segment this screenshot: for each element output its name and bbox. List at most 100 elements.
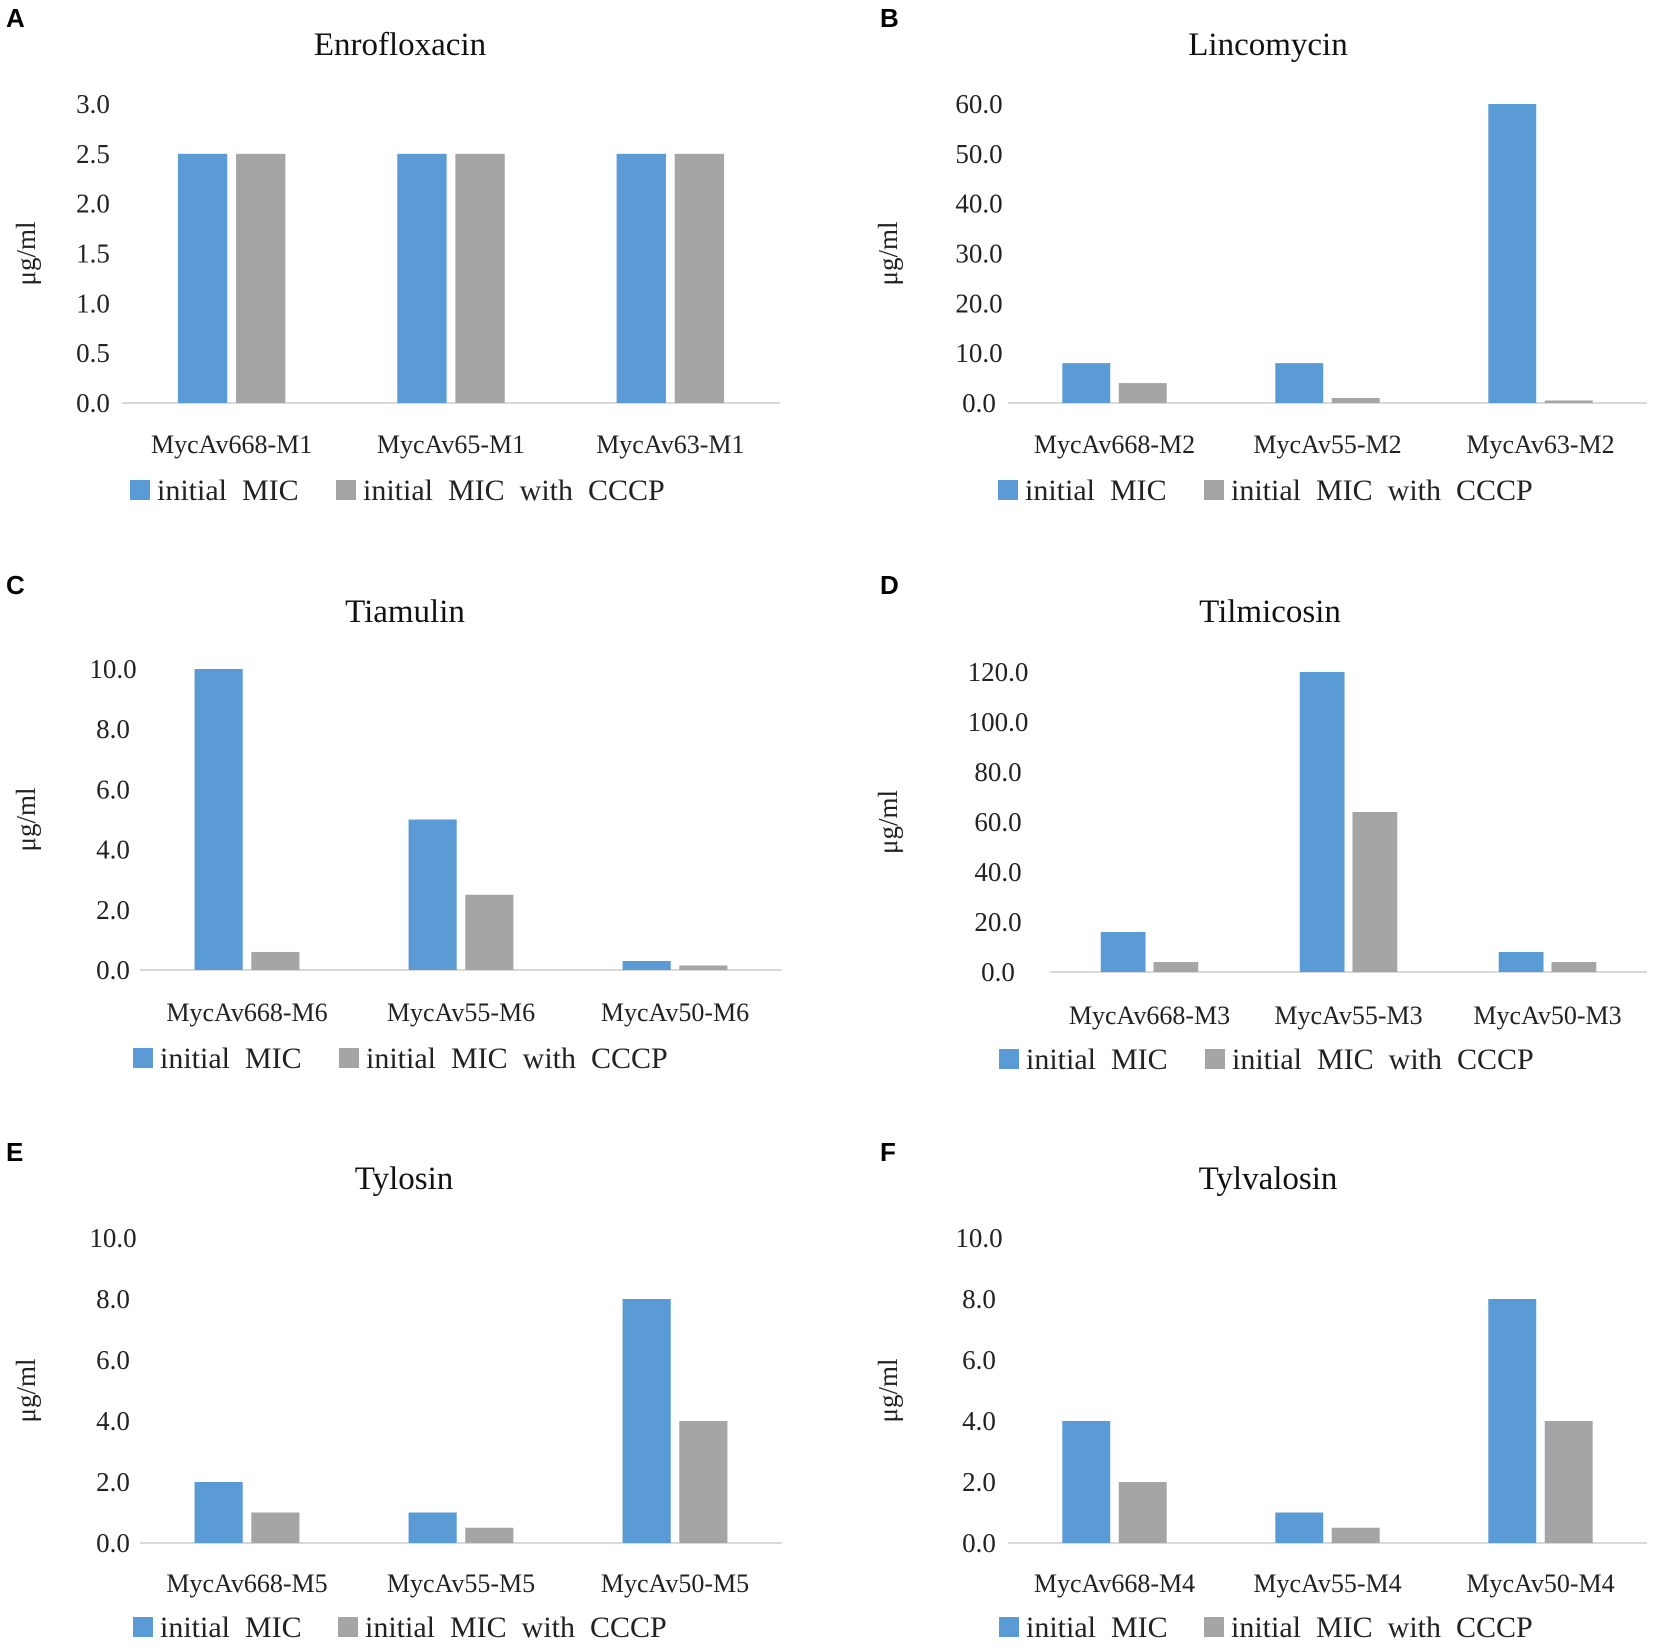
chart-panel-e: E Tylosin μg/ml 0.0 2.0 4.0 6.0 8.0 10.0 MycAv668… — [6, 1137, 782, 1644]
y-tick-label: 20.0 — [974, 907, 1021, 937]
chart-panel-a: A Enrofloxacin μg/ml 0.0 0.5 1.0 1.5 2.0 2.5 3.0 M… — [6, 3, 780, 507]
bar-initial-mic-mycav668-m1 — [177, 153, 228, 403]
y-tick-label: 2.0 — [76, 189, 110, 219]
legend-label: initial MIC with CCCP — [366, 1042, 668, 1075]
y-tick-label: 6.0 — [96, 774, 130, 804]
bar-initial-mic-with-cccp-mycav63-m2 — [1544, 400, 1593, 403]
y-tick-label: 8.0 — [962, 1284, 996, 1314]
legend-swatch-initial-mic — [998, 480, 1018, 500]
bar-initial-mic-mycav63-m1 — [616, 153, 666, 403]
y-tick-label: 3.0 — [76, 89, 110, 119]
chart-title: Tylvalosin — [1199, 1161, 1338, 1197]
y-tick-label: 40.0 — [974, 857, 1021, 887]
bar-initial-mic-mycav55-m3 — [1299, 672, 1345, 972]
bar-initial-mic-mycav65-m1 — [397, 153, 447, 403]
y-tick-label: 2.0 — [96, 895, 130, 925]
chart-title: Lincomycin — [1188, 27, 1347, 63]
x-category-label: MycAv50-M5 — [601, 1569, 749, 1598]
y-tick-label: 2.0 — [96, 1467, 130, 1497]
x-category-label: MycAv55-M4 — [1253, 1569, 1401, 1598]
x-category-label: MycAv55-M6 — [387, 998, 535, 1027]
y-tick-label: 4.0 — [96, 835, 130, 865]
y-tick-label: 0.0 — [981, 957, 1015, 987]
legend-swatch-initial-mic — [999, 1049, 1019, 1069]
y-tick-label: 0.5 — [76, 338, 110, 368]
chart-title: Enrofloxacin — [314, 27, 486, 63]
y-tick-label: 30.0 — [955, 239, 1002, 269]
chart-panel-c: C Tiamulin μg/ml 0.0 2.0 4.0 6.0 8.0 10.0 MycAv66… — [6, 570, 782, 1075]
bar-initial-mic-with-cccp-mycav668-m4 — [1118, 1482, 1167, 1543]
legend-label: initial MIC with CCCP — [1231, 474, 1533, 507]
bar-initial-mic-with-cccp-mycav55-m6 — [465, 894, 514, 970]
x-category-label: MycAv65-M1 — [377, 430, 525, 459]
y-axis-title: μg/ml — [11, 1359, 41, 1423]
bar-initial-mic-with-cccp-mycav55-m5 — [465, 1527, 514, 1543]
legend-swatch-initial-mic — [999, 1617, 1019, 1637]
legend-swatch-initial-mic-with-cccp — [339, 1048, 359, 1068]
bar-initial-mic-with-cccp-mycav55-m3 — [1352, 812, 1398, 972]
y-tick-label: 60.0 — [955, 89, 1002, 119]
legend-swatch-initial-mic — [133, 1617, 153, 1637]
bar-initial-mic-mycav50-m6 — [622, 960, 671, 970]
legend-label: initial MIC — [1025, 474, 1167, 507]
chart-title: Tylosin — [355, 1161, 454, 1197]
panel-letter: D — [880, 570, 899, 600]
bar-initial-mic-with-cccp-mycav65-m1 — [455, 153, 505, 403]
y-tick-label: 1.5 — [76, 239, 110, 269]
y-tick-label: 1.0 — [76, 288, 110, 318]
bar-initial-mic-mycav668-m4 — [1062, 1421, 1111, 1543]
bar-initial-mic-mycav668-m2 — [1062, 363, 1111, 403]
legend: initial MIC initial MIC with CCCP — [133, 1611, 667, 1644]
bar-initial-mic-mycav668-m6 — [194, 669, 243, 970]
bar-initial-mic-mycav668-m3 — [1100, 932, 1146, 972]
legend-swatch-initial-mic-with-cccp — [338, 1617, 358, 1637]
y-tick-label: 40.0 — [955, 189, 1002, 219]
panel-letter: B — [880, 3, 899, 33]
y-tick-label: 10.0 — [955, 338, 1002, 368]
y-axis-title: μg/ml — [873, 790, 903, 854]
bar-initial-mic-with-cccp-mycav668-m3 — [1153, 962, 1199, 972]
y-axis-title: μg/ml — [873, 222, 903, 286]
x-category-label: MycAv668-M5 — [166, 1569, 327, 1598]
y-tick-label: 120.0 — [968, 657, 1029, 687]
bar-initial-mic-with-cccp-mycav50-m6 — [679, 965, 728, 970]
bar-initial-mic-mycav63-m2 — [1488, 104, 1537, 403]
y-tick-label: 0.0 — [962, 388, 996, 418]
legend-label: initial MIC with CCCP — [1231, 1611, 1533, 1644]
x-category-label: MycAv63-M2 — [1466, 430, 1614, 459]
y-tick-label: 80.0 — [974, 757, 1021, 787]
panel-letter: C — [6, 570, 25, 600]
legend-label: initial MIC with CCCP — [1232, 1043, 1534, 1076]
bar-initial-mic-with-cccp-mycav63-m1 — [674, 153, 725, 403]
bar-initial-mic-with-cccp-mycav50-m3 — [1551, 962, 1597, 972]
legend-swatch-initial-mic-with-cccp — [1205, 1049, 1225, 1069]
chart-panel-f: F Tylvalosin μg/ml 0.0 2.0 4.0 6.0 8.0 10.0 MycAv… — [873, 1137, 1647, 1644]
legend-label: initial MIC — [160, 1042, 302, 1075]
y-tick-label: 6.0 — [962, 1345, 996, 1375]
y-tick-label: 6.0 — [96, 1345, 130, 1375]
legend: initial MIC initial MIC with CCCP — [130, 474, 665, 507]
x-category-label: MycAv668-M3 — [1069, 1001, 1230, 1030]
y-tick-label: 2.5 — [76, 139, 110, 169]
y-axis-title: μg/ml — [11, 222, 41, 286]
x-category-label: MycAv668-M4 — [1034, 1569, 1195, 1598]
x-category-label: MycAv55-M2 — [1253, 430, 1401, 459]
legend-swatch-initial-mic-with-cccp — [1204, 1617, 1224, 1637]
bar-initial-mic-with-cccp-mycav50-m5 — [679, 1421, 728, 1543]
y-tick-label: 10.0 — [89, 1223, 136, 1253]
y-tick-label: 4.0 — [962, 1406, 996, 1436]
y-tick-label: 0.0 — [962, 1528, 996, 1558]
x-category-label: MycAv63-M1 — [596, 430, 744, 459]
bar-initial-mic-with-cccp-mycav55-m4 — [1331, 1527, 1380, 1543]
bar-initial-mic-mycav55-m6 — [408, 819, 457, 970]
x-category-label: MycAv55-M3 — [1274, 1001, 1422, 1030]
panel-letter: F — [880, 1137, 896, 1167]
chart-panel-b: B Lincomycin μg/ml 0.0 10.0 20.0 30.0 40.0 50.0 6… — [873, 3, 1647, 507]
legend-swatch-initial-mic — [130, 480, 150, 500]
legend: initial MIC initial MIC with CCCP — [133, 1042, 668, 1075]
bar-initial-mic-with-cccp-mycav668-m2 — [1118, 383, 1167, 403]
legend-label: initial MIC — [157, 474, 299, 507]
x-category-label: MycAv668-M6 — [166, 998, 327, 1027]
x-category-label: MycAv668-M1 — [151, 430, 312, 459]
y-tick-label: 8.0 — [96, 714, 130, 744]
